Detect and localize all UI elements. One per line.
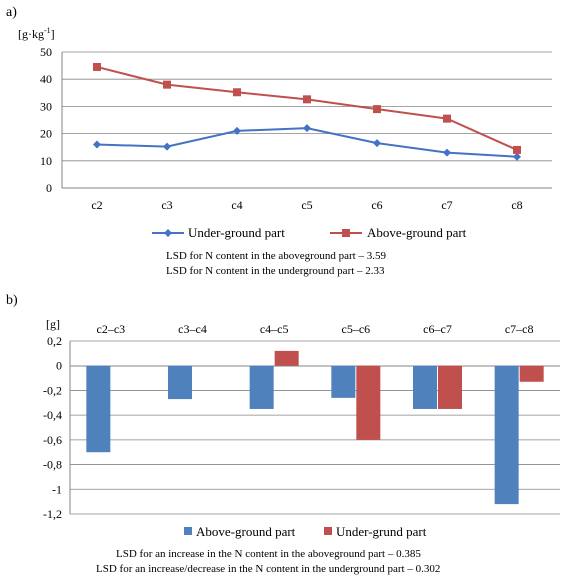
- legend-label-undergrund-b: Under-grund part: [336, 524, 427, 539]
- panel-a-y-tick-labels: 0 10 20 30 40 50: [40, 45, 52, 195]
- panel-a-note-2: LSD for N content in the underground par…: [166, 265, 385, 277]
- data-point: [163, 80, 171, 89]
- bar: [86, 365, 111, 453]
- series-line: [96, 127, 518, 158]
- data-point: [513, 152, 521, 161]
- y-tick-label: 40: [40, 72, 52, 86]
- bar: [168, 365, 192, 400]
- x-tick-label: c2: [91, 198, 102, 212]
- data-point: [373, 105, 381, 114]
- x-tick-label: c6–c7: [423, 322, 452, 336]
- panel-b-y-tick-labels: 0,2 0 -0,2 -0,4 -0,6 -0,8 -1 -1,2: [43, 334, 62, 521]
- bar: [413, 365, 437, 409]
- x-tick-label: c3: [161, 198, 172, 212]
- data-point: [93, 140, 101, 149]
- data-point: [233, 126, 241, 135]
- x-tick-label: c5: [301, 198, 312, 212]
- panel-b-label: b): [6, 293, 18, 308]
- y-tick-label: 10: [40, 154, 52, 168]
- legend-label-aboveground-b: Above-ground part: [196, 524, 296, 539]
- x-tick-label: c5–c6: [342, 322, 371, 336]
- x-tick-label: c4–c5: [260, 322, 289, 336]
- bar: [438, 365, 462, 409]
- panel-b-ylabel: [g]: [46, 317, 60, 331]
- x-tick-label: c7–c8: [505, 322, 534, 336]
- legend-label-aboveground: Above-ground part: [367, 225, 467, 240]
- y-tick-label: -0,2: [43, 383, 62, 397]
- data-point: [443, 148, 451, 157]
- data-point: [233, 88, 241, 97]
- panel-a-series: [93, 62, 521, 161]
- panel-b-x-tick-labels: c2–c3 c3–c4 c4–c5 c5–c6 c6–c7 c7–c8: [97, 322, 534, 336]
- y-tick-label: 30: [40, 99, 52, 113]
- bar: [356, 365, 381, 440]
- data-point: [443, 114, 451, 123]
- y-tick-label: 20: [40, 127, 52, 141]
- legend-label-underground: Under-ground part: [188, 225, 285, 240]
- x-tick-label: c8: [511, 198, 522, 212]
- panel-a-ylabel: [g·kg-1]: [18, 26, 55, 41]
- legend-item-aboveground-b: Above-ground part: [184, 524, 296, 539]
- x-tick-label: c2–c3: [97, 322, 126, 336]
- panel-b: b) [g] 0,20-0,2-0,4-0,6-0,8-1-1,2 c2–c3 c…: [6, 293, 560, 575]
- diamond-marker-icon: [164, 229, 172, 237]
- y-tick-label: 0: [46, 181, 52, 195]
- y-tick-label: -1: [52, 482, 62, 496]
- legend-item-underground: Under-ground part: [152, 225, 285, 240]
- panel-a-label: a): [6, 5, 17, 20]
- panel-a-gridlines: [62, 51, 552, 162]
- y-tick-label: -0,6: [43, 433, 62, 447]
- panel-a-legend: Under-ground part Above-ground part: [152, 225, 467, 240]
- y-tick-label: -0,8: [43, 458, 62, 472]
- panel-b-gridlines: [70, 340, 560, 515]
- bar: [494, 365, 519, 505]
- panel-b-note-2: LSD for an increase/decrease in the N co…: [96, 563, 440, 575]
- panel-b-legend: Above-ground part Under-grund part: [184, 524, 427, 539]
- y-tick-label: 50: [40, 45, 52, 59]
- data-point: [163, 142, 171, 151]
- bar: [331, 365, 356, 398]
- x-tick-label: c3–c4: [178, 322, 207, 336]
- legend-swatch-aboveground: [184, 527, 192, 535]
- panel-a: a) [g·kg-1] 0 10 20 30 40 50 c2 c3 c4 c5 c6 c7 c8 U…: [6, 5, 552, 277]
- data-point: [513, 145, 521, 154]
- square-marker-icon: [342, 229, 350, 237]
- x-tick-label: c4: [231, 198, 242, 212]
- panel-b-note-1: LSD for an increase in the N content in …: [116, 548, 421, 560]
- y-tick-label: -1,2: [43, 507, 62, 521]
- x-tick-label: c7: [441, 198, 452, 212]
- y-tick-label: 0: [56, 359, 62, 373]
- bar: [519, 365, 544, 382]
- legend-swatch-undergrund: [324, 527, 332, 535]
- panel-a-x-tick-labels: c2 c3 c4 c5 c6 c7 c8: [91, 198, 522, 212]
- legend-item-aboveground: Above-ground part: [330, 225, 467, 240]
- bar: [249, 365, 274, 409]
- bar: [274, 350, 299, 366]
- panel-a-note-1: LSD for N content in the aboveground par…: [166, 250, 386, 262]
- y-tick-label: -0,4: [43, 408, 62, 422]
- data-point: [373, 139, 381, 148]
- panel-b-bars: [86, 350, 544, 505]
- data-point: [303, 95, 311, 104]
- y-tick-label: 0,2: [47, 334, 62, 348]
- data-point: [93, 62, 101, 71]
- legend-item-undergrund-b: Under-grund part: [324, 524, 427, 539]
- x-tick-label: c6: [371, 198, 382, 212]
- data-point: [303, 124, 311, 133]
